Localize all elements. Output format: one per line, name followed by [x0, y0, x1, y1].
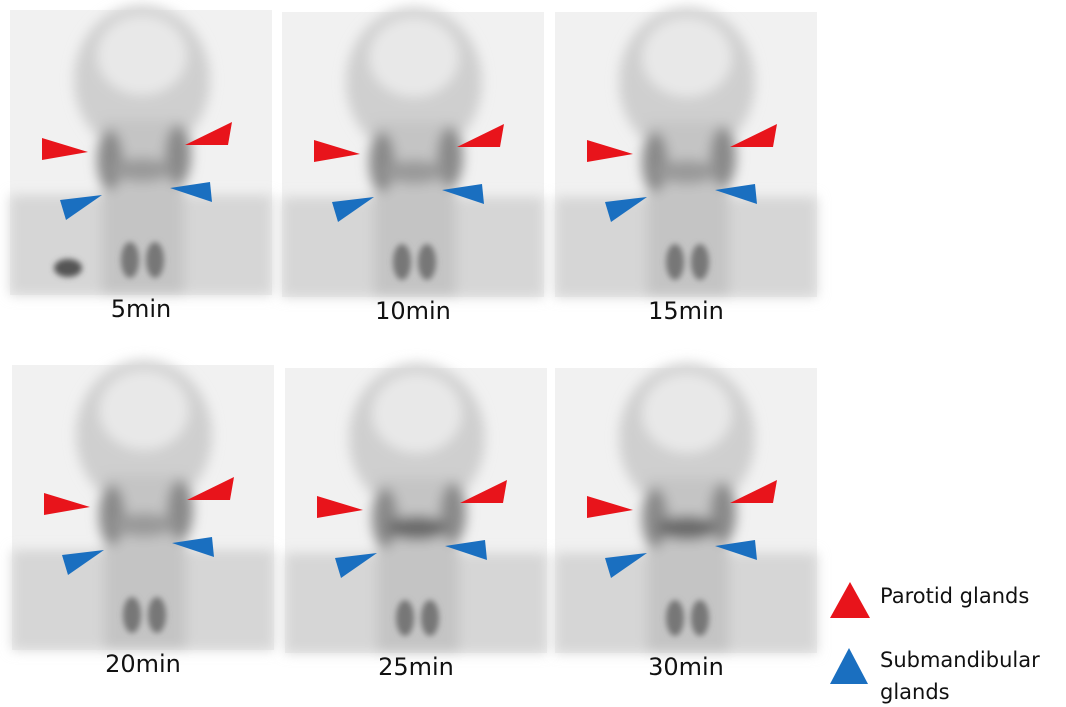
thyroid: [123, 597, 166, 633]
legend-blue-marker: [830, 648, 868, 684]
parotid-l: [99, 485, 125, 545]
thyroid: [666, 244, 709, 280]
thyroid: [396, 600, 439, 636]
head-inner: [99, 370, 189, 450]
red-arrow-right: [185, 122, 232, 145]
scan-image: [285, 363, 547, 653]
scan-image: [555, 363, 817, 653]
scan-body: [10, 5, 272, 295]
thyroid-l: [666, 244, 684, 280]
scan-body: [555, 363, 817, 653]
parotid-r: [710, 127, 736, 187]
parotid-r: [437, 127, 463, 187]
mouth: [384, 160, 444, 184]
parotid-r: [710, 483, 736, 543]
blue-arrow-left: [335, 553, 377, 578]
thyroid-l: [393, 244, 411, 280]
thyroid-r: [421, 600, 439, 636]
thyroid: [54, 242, 164, 278]
blue-arrow-left: [60, 195, 102, 220]
scan-body: [285, 363, 547, 653]
legend-red-marker: [830, 582, 870, 618]
parotid-r: [440, 483, 466, 543]
time-label: 25min: [378, 653, 454, 681]
blue-arrow-left: [605, 553, 647, 578]
parotid-l: [642, 132, 668, 192]
time-label: 10min: [375, 297, 451, 325]
blue-arrow-right: [170, 182, 212, 202]
blue-arrow-right: [442, 184, 484, 204]
red-arrow-right: [187, 477, 234, 500]
scan-image: [10, 5, 272, 295]
thyroid-l: [396, 600, 414, 636]
mouth: [387, 516, 447, 540]
blue-arrow-right: [715, 184, 757, 204]
red-arrow-left: [317, 496, 363, 518]
red-arrow-right: [730, 480, 777, 503]
thyroid-l: [121, 242, 139, 278]
head-inner: [642, 373, 732, 453]
head-inner: [97, 15, 187, 95]
blue-arrow-right: [172, 537, 214, 557]
time-label: 20min: [105, 650, 181, 678]
time-label: 5min: [110, 295, 172, 323]
blue-arrow-right: [715, 540, 757, 560]
blue-arrow-right: [445, 540, 487, 560]
parotid-l: [97, 130, 123, 190]
red-arrow-right: [460, 480, 507, 503]
scan-body: [555, 7, 817, 297]
blue-arrow-left: [605, 197, 647, 222]
mouth: [114, 513, 174, 537]
red-arrow-left: [314, 140, 360, 162]
thyroid: [666, 600, 709, 636]
scan-body: [282, 7, 544, 297]
thyroid-r: [146, 242, 164, 278]
legend-submandibular: Submandibular glands: [880, 648, 1040, 704]
parotid-l: [369, 132, 395, 192]
scan-body: [12, 360, 274, 650]
red-arrow-right: [457, 124, 504, 147]
red-arrow-left: [42, 138, 88, 160]
thyroid-r: [691, 244, 709, 280]
scan-image: [282, 7, 544, 297]
red-arrow-left: [44, 493, 90, 515]
spot: [54, 259, 82, 277]
legend-parotid: Parotid glands: [880, 584, 1030, 608]
blue-arrow-left: [62, 550, 104, 575]
scan-image: [555, 7, 817, 297]
thyroid-r: [691, 600, 709, 636]
mouth: [112, 158, 172, 182]
thyroid: [393, 244, 436, 280]
mouth: [657, 516, 717, 540]
scan-image: [12, 360, 274, 650]
head-inner: [642, 17, 732, 97]
parotid-l: [372, 488, 398, 548]
thyroid-l: [666, 600, 684, 636]
red-arrow-right: [730, 124, 777, 147]
parotid-l: [642, 488, 668, 548]
red-arrow-left: [587, 496, 633, 518]
thyroid-l: [123, 597, 141, 633]
blue-arrow-left: [332, 197, 374, 222]
time-label: 15min: [648, 297, 724, 325]
head-inner: [369, 17, 459, 97]
mouth: [657, 160, 717, 184]
time-label: 30min: [648, 653, 724, 681]
red-arrow-left: [587, 140, 633, 162]
head-inner: [372, 373, 462, 453]
parotid-r: [167, 480, 193, 540]
parotid-r: [165, 125, 191, 185]
thyroid-r: [148, 597, 166, 633]
thyroid-r: [418, 244, 436, 280]
